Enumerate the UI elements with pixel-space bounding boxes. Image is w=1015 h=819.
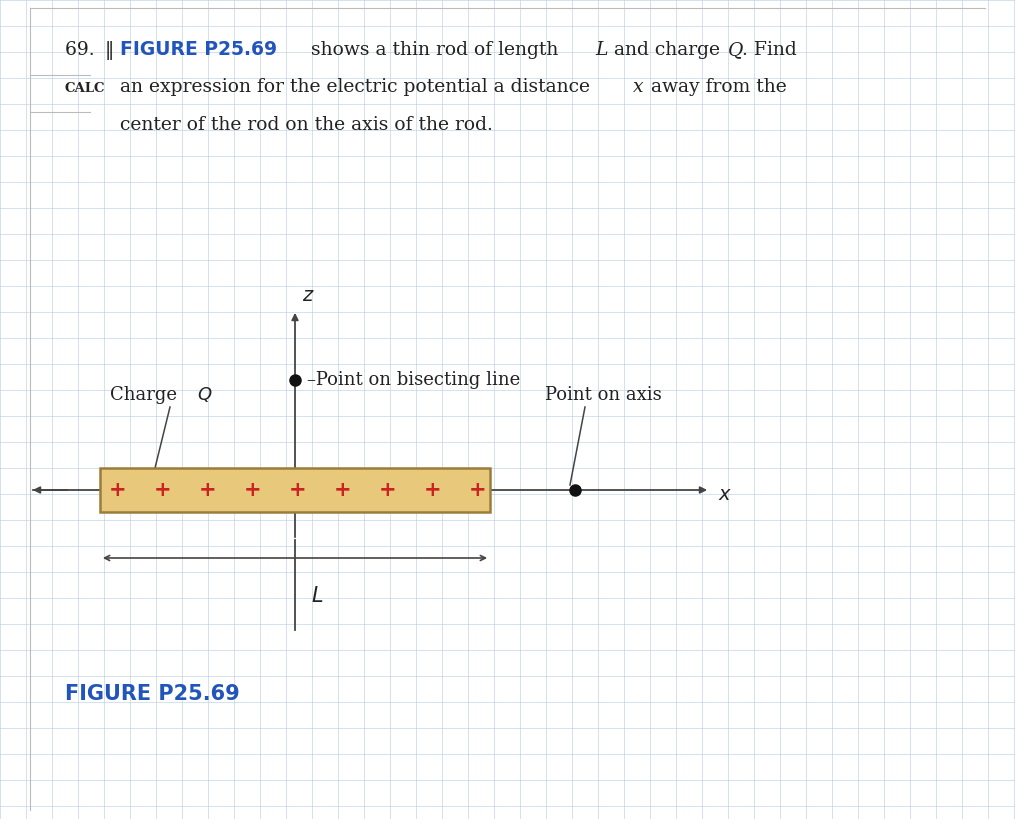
Text: +: + [469, 480, 487, 500]
Text: and charge: and charge [608, 41, 726, 59]
Text: FIGURE P25.69: FIGURE P25.69 [65, 684, 240, 704]
Text: +: + [199, 480, 217, 500]
Text: an expression for the electric potential a distance: an expression for the electric potential… [120, 78, 596, 96]
Text: x: x [633, 78, 644, 96]
Text: shows a thin rod of length: shows a thin rod of length [304, 41, 564, 59]
Text: $z$: $z$ [302, 287, 315, 305]
Text: $Q$: $Q$ [197, 386, 212, 405]
Text: Point on axis: Point on axis [545, 386, 662, 404]
Text: +: + [110, 480, 127, 500]
Text: away from the: away from the [645, 78, 787, 96]
Text: +: + [154, 480, 172, 500]
Text: +: + [424, 480, 442, 500]
Text: L: L [595, 41, 608, 59]
Text: +: + [380, 480, 397, 500]
Text: ‖: ‖ [105, 41, 115, 60]
Text: center of the rod on the axis of the rod.: center of the rod on the axis of the rod… [120, 116, 493, 134]
Text: $L$: $L$ [311, 586, 323, 606]
Text: –Point on bisecting line: –Point on bisecting line [307, 371, 521, 389]
Bar [100, 468, 490, 512]
Text: . Find: . Find [742, 41, 797, 59]
Text: $x$: $x$ [718, 486, 732, 504]
Text: +: + [289, 480, 307, 500]
Text: 69.: 69. [65, 41, 100, 59]
Text: Q: Q [728, 41, 743, 59]
Text: CALC: CALC [65, 82, 106, 95]
Text: +: + [334, 480, 352, 500]
Text: +: + [245, 480, 262, 500]
Text: Charge: Charge [110, 386, 183, 404]
Text: FIGURE P25.69: FIGURE P25.69 [120, 40, 277, 59]
